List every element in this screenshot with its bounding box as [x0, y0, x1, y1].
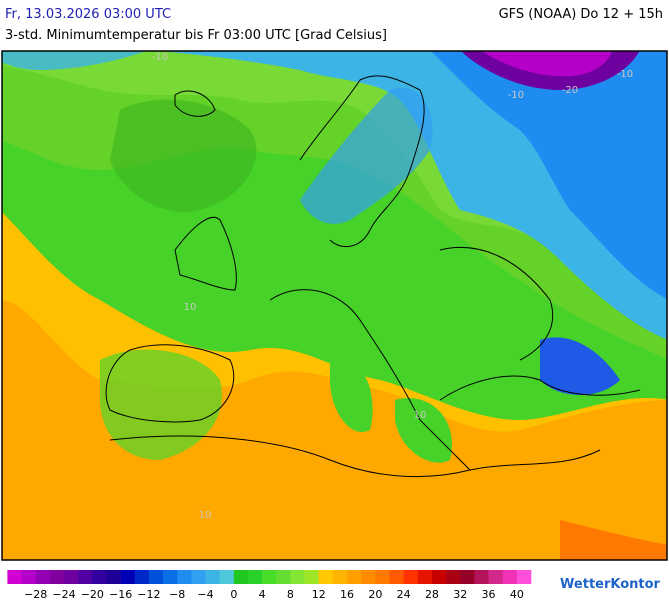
legend-swatch — [290, 570, 305, 584]
legend-swatch — [318, 570, 334, 584]
legend-swatch — [134, 570, 150, 584]
legend-swatch — [247, 570, 263, 584]
contour-label: 10 — [184, 302, 197, 313]
legend-label: −28 — [24, 588, 47, 600]
legend-swatch — [516, 570, 532, 584]
legend-swatch — [163, 570, 178, 584]
map-frame — [1, 50, 668, 561]
legend-swatch — [120, 570, 136, 584]
legend-swatch — [403, 570, 419, 584]
legend-swatch — [417, 570, 433, 584]
legend-label: 0 — [230, 588, 237, 600]
legend-swatch — [21, 570, 37, 584]
legend-swatch — [262, 570, 277, 584]
legend-label: −12 — [137, 588, 160, 600]
legend-label: 36 — [482, 588, 496, 600]
legend-label: 12 — [312, 588, 326, 600]
legend-swatch — [191, 570, 206, 584]
legend-swatch — [106, 570, 121, 584]
legend-swatch — [474, 570, 489, 584]
legend-swatch — [347, 570, 362, 584]
legend-swatch — [431, 570, 447, 584]
legend-swatch — [205, 570, 220, 584]
legend-label: 32 — [453, 588, 467, 600]
contour-label: 10 — [199, 510, 212, 521]
legend-swatch — [7, 570, 22, 584]
legend-swatch — [78, 570, 93, 584]
legend-swatch — [148, 570, 164, 584]
legend-label: 20 — [368, 588, 382, 600]
legend-label: 16 — [340, 588, 354, 600]
legend-swatch — [361, 570, 376, 584]
contour-label: -20 — [562, 85, 578, 96]
contour-labels: -10 -10 -10 -20 10 10 10 — [152, 52, 633, 521]
legend-swatch — [64, 570, 79, 584]
legend-swatch — [502, 570, 518, 584]
legend-swatch — [389, 570, 404, 584]
legend-swatch — [49, 570, 65, 584]
legend-swatch — [177, 570, 192, 584]
legend-swatch — [488, 570, 503, 584]
temperature-field — [2, 51, 667, 560]
legend-label: −8 — [169, 588, 185, 600]
legend-swatch — [304, 570, 320, 584]
contour-label: -10 — [617, 69, 633, 80]
legend-swatch — [446, 570, 461, 584]
legend-label: −16 — [109, 588, 132, 600]
legend-swatch — [35, 570, 51, 584]
legend-swatch — [233, 570, 249, 584]
coastlines — [105, 75, 641, 478]
legend-swatch — [332, 570, 348, 584]
logo: WetterKontor — [560, 577, 661, 592]
contour-label: -10 — [152, 52, 168, 63]
subtitle: 3-std. Minimumtemperatur bis Fr 03:00 UT… — [5, 28, 387, 43]
legend-swatch — [219, 570, 235, 584]
legend-label: 40 — [510, 588, 524, 600]
color-legend: −28 −24 −20 −16 −12 −8 −4 0 4 8 12 16 20 24 28 32 36 40 — [7, 570, 532, 601]
legend-label: 8 — [287, 588, 294, 600]
contour-label: -10 — [508, 90, 524, 101]
contour-label: 10 — [414, 410, 427, 421]
legend-swatch — [276, 570, 291, 584]
legend-swatch — [460, 570, 475, 584]
model: GFS (NOAA) Do 12 + 15h — [499, 7, 663, 22]
legend-swatch — [92, 570, 107, 584]
legend-label: −4 — [197, 588, 213, 600]
legend-label: −24 — [52, 588, 75, 600]
legend-swatch — [375, 570, 390, 584]
legend-label: 24 — [397, 588, 411, 600]
legend-label: 28 — [425, 588, 439, 600]
date: Fr, 13.03.2026 03:00 UTC — [5, 7, 171, 22]
legend-label: −20 — [81, 588, 104, 600]
legend-label: 4 — [259, 588, 266, 600]
